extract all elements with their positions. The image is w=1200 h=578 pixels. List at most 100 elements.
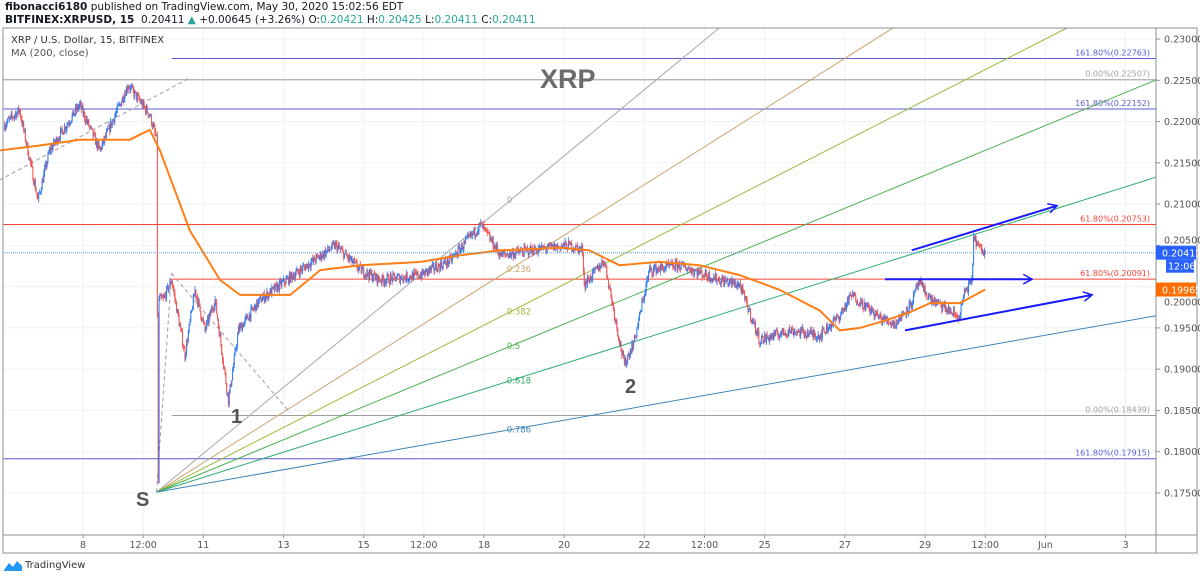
candle (773, 329, 775, 341)
candle (597, 265, 600, 272)
candle (419, 274, 421, 279)
candle-body (743, 289, 745, 294)
candle-body (489, 234, 491, 241)
candle-body (585, 281, 587, 289)
candle (969, 279, 971, 285)
candle (864, 302, 866, 312)
candle (263, 289, 265, 304)
candle-body (440, 262, 442, 271)
candle-body (234, 349, 236, 356)
candle-body (47, 153, 49, 163)
candle-body (567, 241, 569, 250)
candle-body (111, 121, 113, 127)
candle-body (271, 287, 273, 296)
candle-body (856, 301, 858, 303)
candle-body (26, 143, 28, 145)
candle-body (416, 271, 418, 275)
candle-body (922, 283, 925, 291)
candle-body (199, 303, 201, 311)
candle (246, 313, 248, 320)
candle (360, 265, 362, 275)
candle-body (981, 247, 983, 254)
candle-body (875, 310, 877, 315)
price-axis[interactable]: 0.230000.225000.220000.215000.210000.205… (3, 35, 1200, 500)
candle (635, 334, 637, 338)
candle-body (601, 261, 603, 267)
candle-body (252, 309, 255, 311)
candle (43, 169, 45, 183)
candle-body (425, 269, 427, 271)
candle-body (396, 275, 398, 280)
candle-body (100, 147, 102, 150)
candle (385, 278, 387, 287)
candle (440, 258, 442, 272)
candle (954, 311, 956, 319)
candle-body (351, 256, 353, 263)
candle-body (201, 318, 204, 321)
candle (8, 116, 11, 123)
candle (815, 336, 818, 343)
candle (167, 284, 169, 293)
tradingview-brand[interactable]: TradingView (4, 560, 85, 571)
candle-body (252, 307, 254, 310)
candle-body (724, 278, 726, 286)
candle (288, 270, 290, 287)
candle-body (795, 331, 797, 333)
candle-body (391, 277, 393, 282)
candle-body (871, 306, 874, 312)
open-value: 0.20421 (320, 14, 364, 26)
candle-body (643, 299, 645, 301)
candle (191, 305, 194, 312)
candle-body (101, 143, 103, 150)
candle-body (354, 261, 356, 263)
candle-body (367, 270, 369, 275)
candle (90, 125, 92, 130)
candle-body (978, 244, 981, 246)
candle (800, 326, 803, 335)
arrow-shaft (904, 293, 1093, 332)
candle (369, 268, 371, 276)
candle (208, 313, 210, 326)
candle-body (291, 272, 293, 275)
candle (531, 244, 534, 257)
candle (306, 263, 308, 268)
candle-body (383, 279, 385, 284)
candle (761, 332, 763, 338)
candle-body (665, 263, 667, 269)
candle (131, 83, 133, 88)
time-axis[interactable]: 8 12:00 11 13 15 12:00 18 20 22 12:00 25 27 29 12:00 J… (80, 535, 1129, 551)
candle-body (846, 297, 849, 304)
candle (784, 332, 786, 336)
candle (476, 230, 478, 237)
publisher-name[interactable]: fibonacci6180 (5, 1, 88, 13)
candle-body (704, 276, 706, 278)
candle (803, 329, 805, 339)
candle (168, 286, 170, 294)
candle (897, 319, 899, 325)
candle (14, 110, 16, 120)
candle (176, 300, 178, 313)
candle-body (768, 336, 770, 342)
time-tick-label: 8 (80, 540, 86, 551)
candle-body (956, 315, 958, 318)
candle-body (723, 279, 725, 286)
candle (756, 328, 758, 339)
arrow-head-icon (1082, 291, 1094, 302)
candle-body (797, 331, 799, 333)
candle (154, 123, 156, 136)
candle-body (702, 275, 704, 278)
candle (636, 327, 638, 340)
published-text: published on TradingView.com, May 30, 20… (90, 1, 404, 13)
candle (39, 189, 41, 194)
candle-body (124, 93, 126, 100)
candle-body (567, 249, 569, 251)
dashed-trendline (0, 77, 191, 181)
candle (298, 268, 300, 275)
candle (796, 331, 798, 336)
candle (588, 277, 590, 283)
candle-body (201, 317, 203, 321)
candle (121, 96, 123, 103)
candle (852, 292, 854, 299)
candle-body (404, 277, 407, 281)
